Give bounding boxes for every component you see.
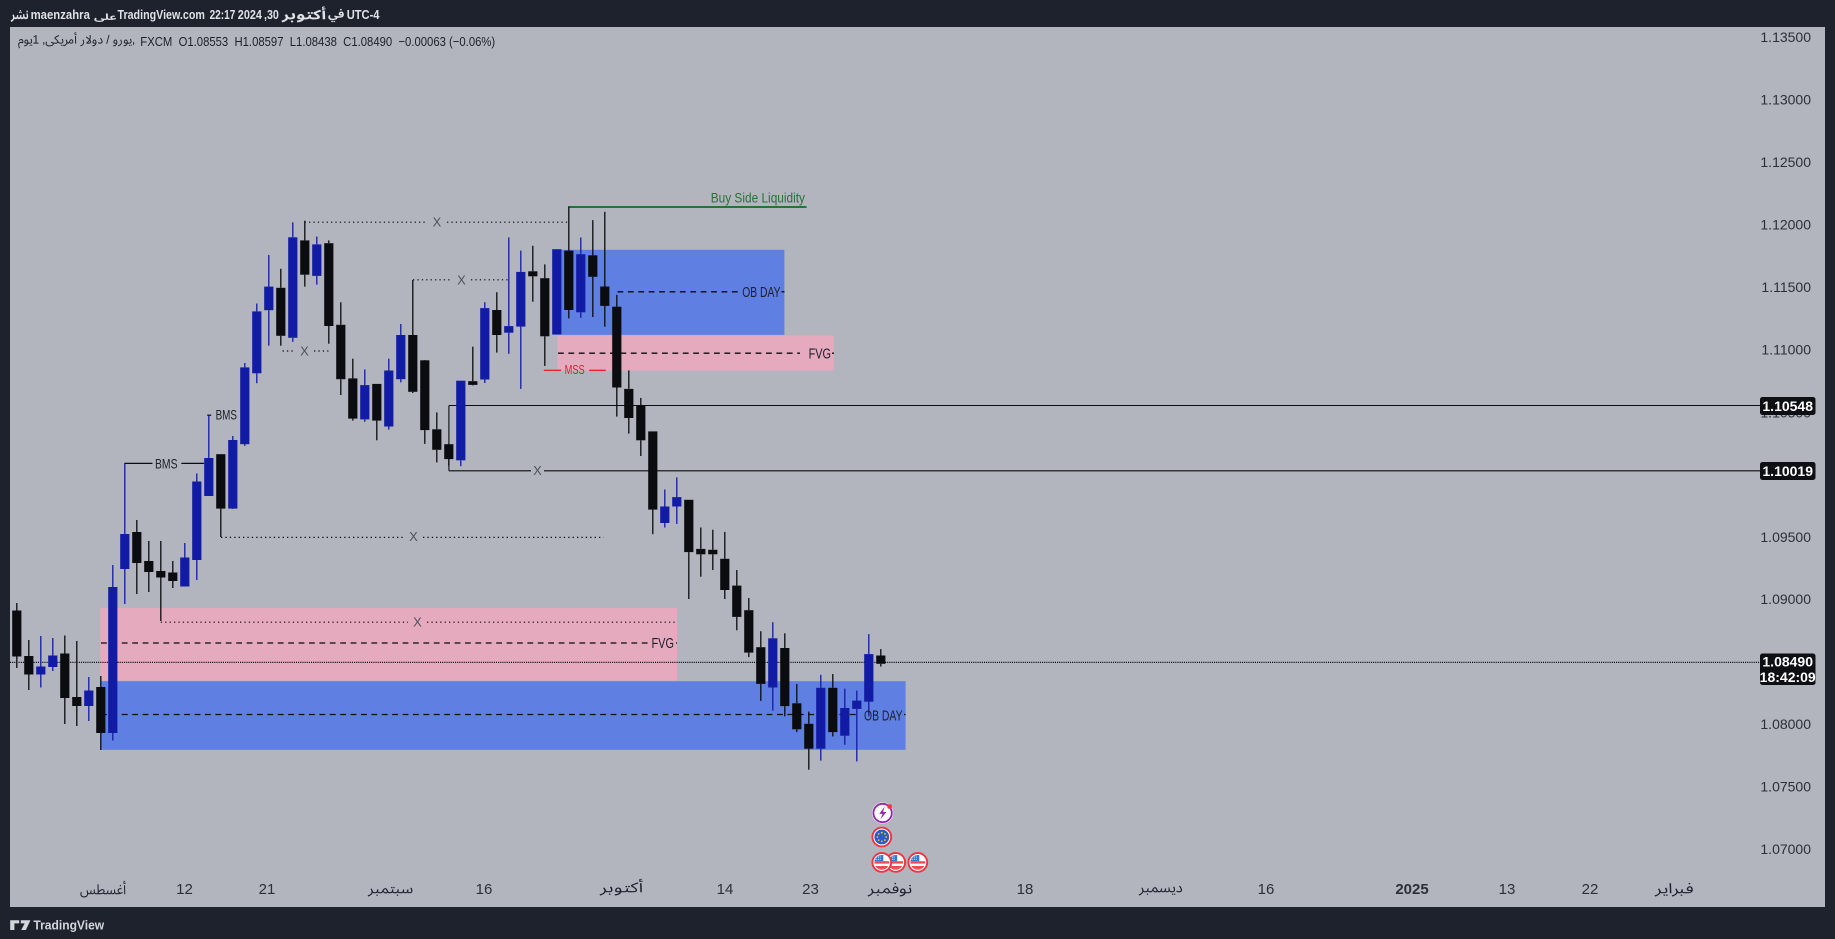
svg-text:BMS: BMS bbox=[216, 408, 237, 423]
svg-text:FVG: FVG bbox=[652, 635, 675, 652]
svg-text:23: 23 bbox=[802, 881, 819, 898]
svg-text:1.08490: 1.08490 bbox=[1762, 654, 1813, 670]
svg-text:1.10019: 1.10019 bbox=[1762, 463, 1813, 479]
svg-text:16: 16 bbox=[476, 881, 493, 898]
svg-text:1.07500: 1.07500 bbox=[1760, 779, 1811, 795]
svg-text:18: 18 bbox=[1017, 881, 1034, 898]
svg-text:22:17: 22:17 bbox=[210, 7, 236, 22]
svg-text:OB DAY: OB DAY bbox=[864, 707, 903, 724]
svg-text:1.10548: 1.10548 bbox=[1762, 398, 1813, 414]
svg-text:1.11500: 1.11500 bbox=[1761, 279, 1811, 295]
svg-text:1.08000: 1.08000 bbox=[1760, 716, 1811, 732]
svg-text:1.13000: 1.13000 bbox=[1760, 92, 1811, 108]
svg-text:18:42:09: 18:42:09 bbox=[1760, 669, 1816, 685]
svg-text:X: X bbox=[457, 273, 466, 288]
svg-text:16: 16 bbox=[1258, 881, 1275, 898]
svg-text:OB DAY: OB DAY bbox=[742, 284, 780, 301]
svg-text:X: X bbox=[300, 344, 309, 359]
svg-text:maenzahra: maenzahra bbox=[31, 7, 91, 22]
svg-text:2025: 2025 bbox=[1395, 881, 1428, 898]
svg-text:X: X bbox=[413, 615, 422, 630]
svg-text:X: X bbox=[409, 529, 418, 544]
svg-text:1.09500: 1.09500 bbox=[1760, 529, 1811, 545]
svg-text:TradingView.com: TradingView.com bbox=[118, 7, 205, 22]
svg-text:1.11000: 1.11000 bbox=[1761, 341, 1811, 357]
svg-text:22: 22 bbox=[1582, 881, 1599, 898]
svg-text:13: 13 bbox=[1499, 881, 1516, 898]
svg-text:TradingView: TradingView bbox=[33, 918, 104, 932]
svg-text:12: 12 bbox=[176, 881, 193, 898]
svg-text:2024: 2024 bbox=[238, 7, 263, 22]
svg-text:Buy Side Liquidity: Buy Side Liquidity bbox=[711, 190, 805, 206]
svg-text:MSS: MSS bbox=[565, 363, 585, 377]
svg-text:1.07000: 1.07000 bbox=[1760, 841, 1811, 857]
svg-text:1.13500: 1.13500 bbox=[1760, 29, 1811, 45]
svg-text:14: 14 bbox=[717, 881, 734, 898]
svg-text:21: 21 bbox=[259, 881, 276, 898]
svg-text:FXCM O1.08553 H1.08597 L1.0: FXCM O1.08553 H1.08597 L1.08438 C1.08490… bbox=[140, 34, 495, 49]
svg-text:1.12500: 1.12500 bbox=[1760, 154, 1811, 170]
svg-text:X: X bbox=[433, 215, 442, 230]
svg-text:,30: ,30 bbox=[264, 7, 279, 22]
svg-text:1.09000: 1.09000 bbox=[1760, 591, 1811, 607]
svg-text:BMS: BMS bbox=[155, 456, 178, 471]
svg-text:X: X bbox=[533, 463, 542, 478]
svg-text:FVG: FVG bbox=[809, 345, 831, 362]
svg-text:UTC-4: UTC-4 bbox=[347, 7, 380, 22]
svg-text:1.12000: 1.12000 bbox=[1760, 216, 1811, 232]
